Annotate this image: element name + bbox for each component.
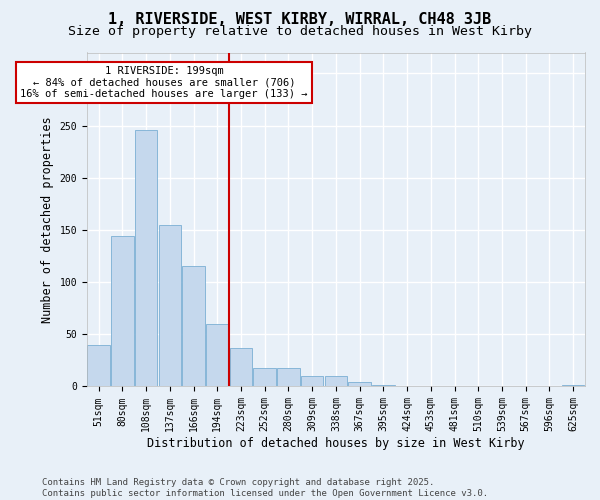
Bar: [158, 224, 181, 386]
Text: 1 RIVERSIDE: 199sqm
← 84% of detached houses are smaller (706)
16% of semi-detac: 1 RIVERSIDE: 199sqm ← 84% of detached ho…: [20, 66, 308, 100]
Bar: [88, 344, 110, 387]
Text: Size of property relative to detached houses in West Kirby: Size of property relative to detached ho…: [68, 25, 532, 38]
Text: 1, RIVERSIDE, WEST KIRBY, WIRRAL, CH48 3JB: 1, RIVERSIDE, WEST KIRBY, WIRRAL, CH48 3…: [109, 12, 491, 26]
Bar: [277, 368, 300, 386]
Bar: [135, 130, 157, 386]
X-axis label: Distribution of detached houses by size in West Kirby: Distribution of detached houses by size …: [147, 437, 525, 450]
Bar: [325, 376, 347, 386]
Bar: [349, 382, 371, 386]
Bar: [301, 376, 323, 386]
Bar: [111, 236, 134, 386]
Y-axis label: Number of detached properties: Number of detached properties: [41, 116, 54, 323]
Bar: [230, 348, 252, 387]
Bar: [253, 368, 276, 386]
Text: Contains HM Land Registry data © Crown copyright and database right 2025.
Contai: Contains HM Land Registry data © Crown c…: [42, 478, 488, 498]
Bar: [206, 324, 229, 386]
Bar: [182, 266, 205, 386]
